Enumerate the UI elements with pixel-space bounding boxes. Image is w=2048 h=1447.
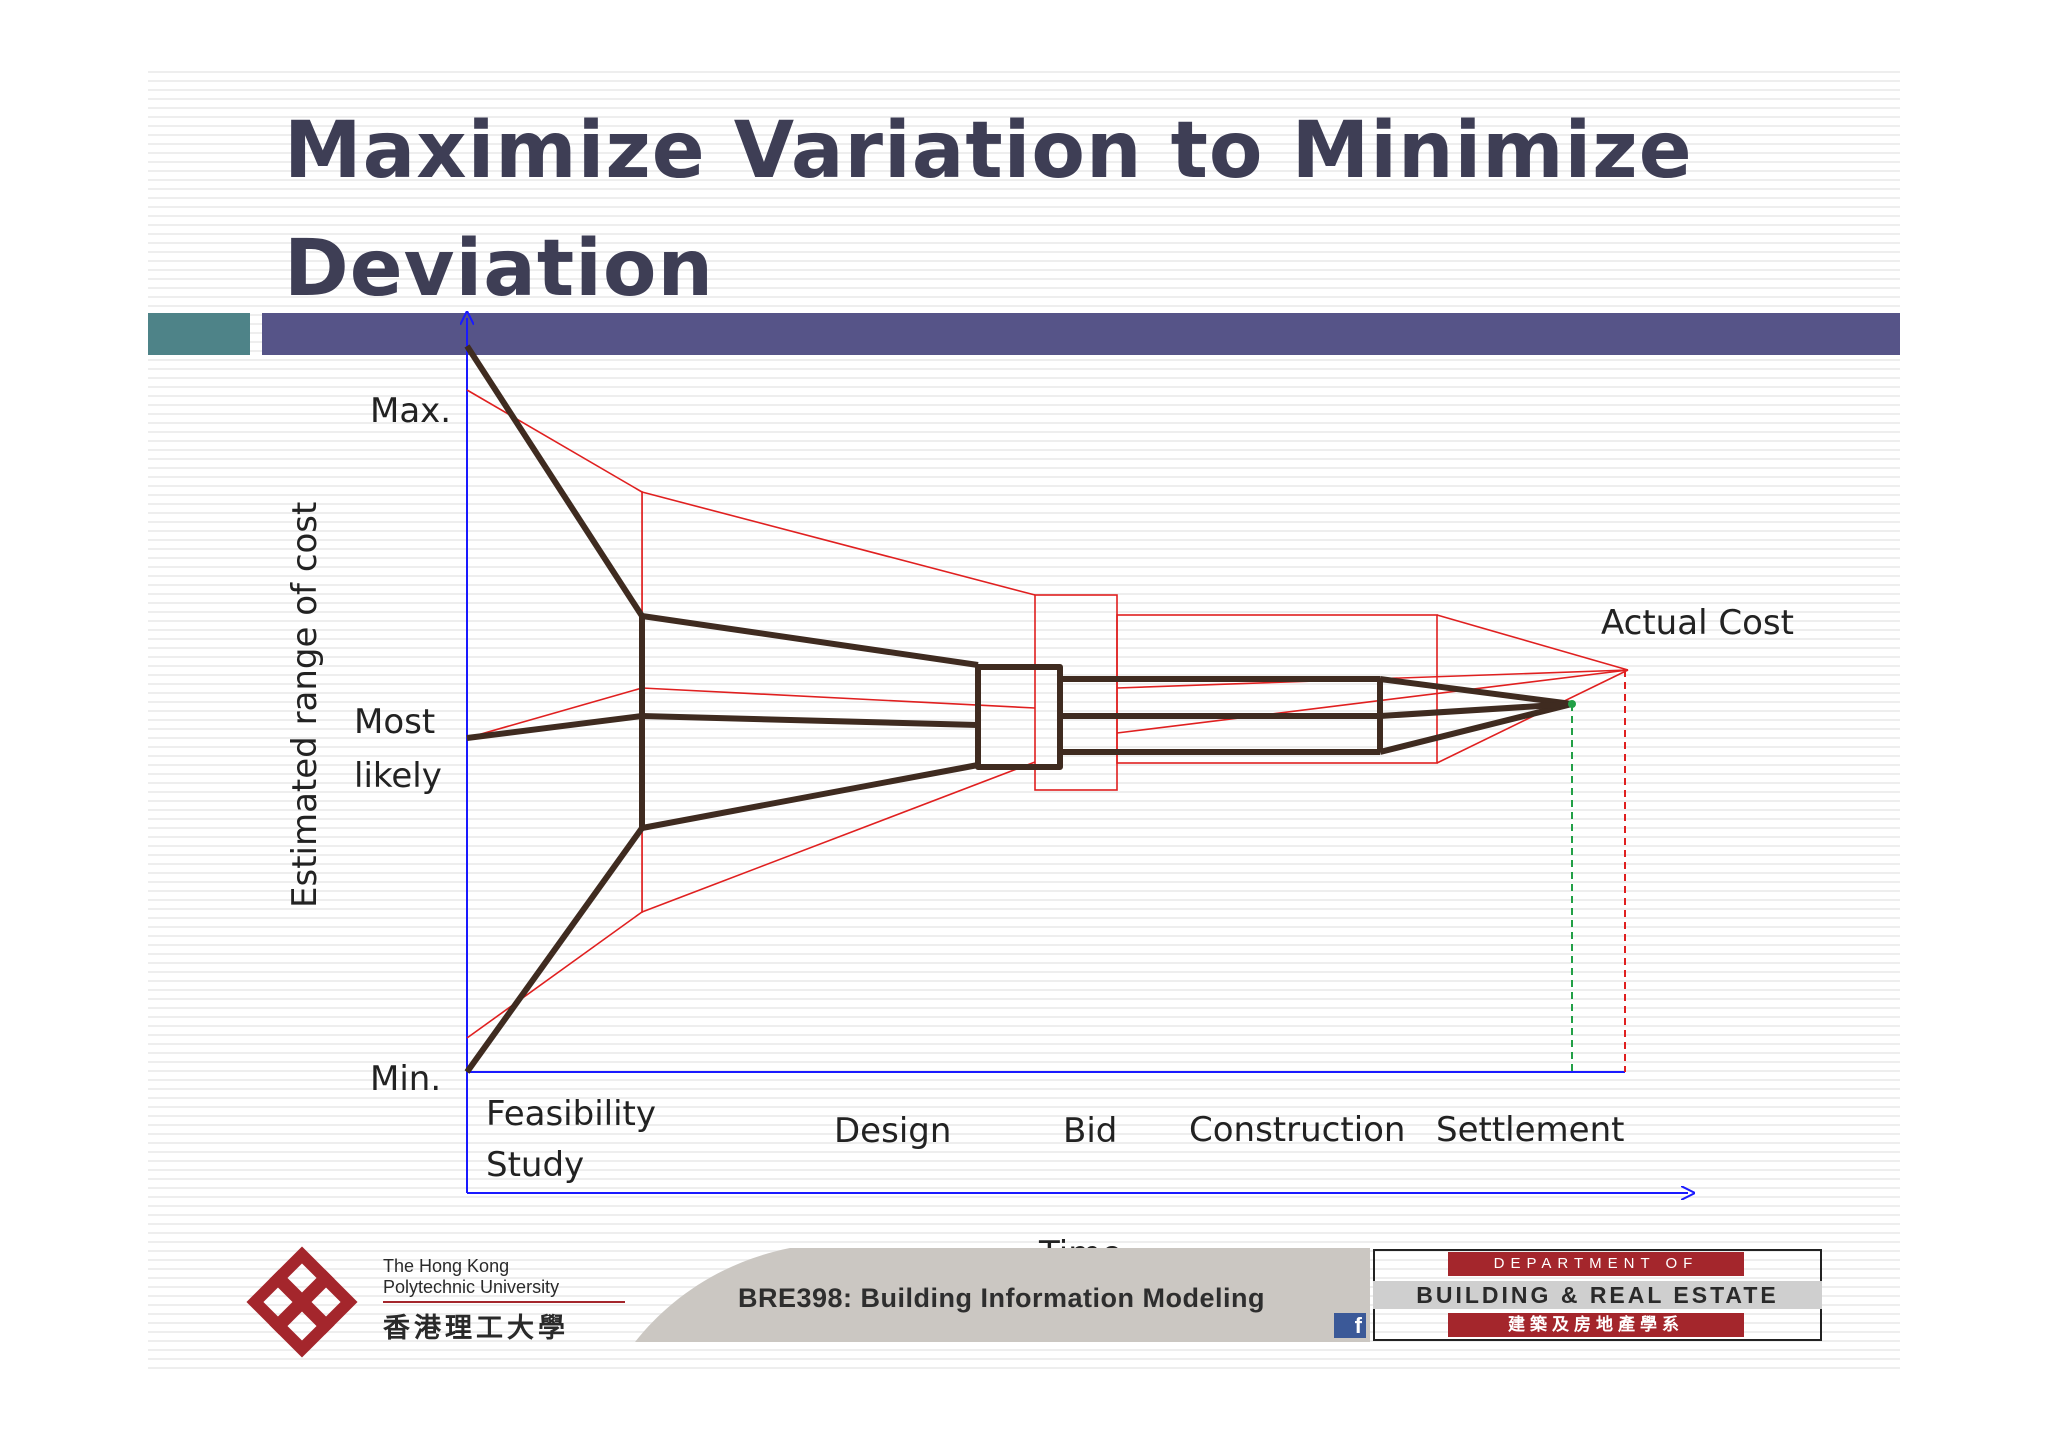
- phase-label-construction: Construction: [1189, 1110, 1405, 1150]
- phase-label-feasibility-line1: Feasibility: [486, 1094, 656, 1134]
- polyu-name-line2: Polytechnic University: [383, 1277, 560, 1297]
- y-label-max: Max.: [370, 391, 451, 431]
- polyu-name-line1: The Hong Kong: [383, 1256, 510, 1276]
- y-label-most-likely-line1: Most: [354, 702, 435, 742]
- department-logo-name: BUILDING & REAL ESTATE: [1373, 1281, 1822, 1309]
- department-logo-top: DEPARTMENT OF: [1448, 1252, 1744, 1276]
- title-accent-bar: [148, 313, 250, 355]
- title-underline-bar: [262, 313, 1900, 355]
- department-logo: DEPARTMENT OF BUILDING & REAL ESTATE 建築及…: [1373, 1249, 1822, 1341]
- department-logo-chinese: 建築及房地產學系: [1448, 1313, 1744, 1337]
- polyu-name-english: The Hong Kong Polytechnic University: [383, 1256, 623, 1298]
- polyu-logo-icon: [246, 1246, 358, 1358]
- y-axis-title: Estimated range of cost: [285, 502, 325, 908]
- y-label-min: Min.: [370, 1059, 441, 1099]
- cost-estimate-funnel: [464, 344, 1573, 1074]
- phase-label-settlement: Settlement: [1436, 1110, 1624, 1150]
- slide-background: [148, 64, 1900, 1374]
- course-title: BRE398: Building Information Modeling: [738, 1283, 1265, 1313]
- title-line-1: Maximize Variation to Minimize: [284, 106, 1693, 196]
- polyu-name-chinese: 香港理工大學: [383, 1313, 569, 1343]
- phase-label-feasibility-line2: Study: [486, 1145, 584, 1185]
- phase-label-bid: Bid: [1063, 1111, 1117, 1151]
- phase-label-design: Design: [834, 1111, 951, 1151]
- actual-cost-label: Actual Cost: [1601, 603, 1794, 643]
- actual-cost-point: [1568, 700, 1576, 708]
- facebook-icon[interactable]: f: [1334, 1313, 1366, 1338]
- title-line-2: Deviation: [284, 224, 715, 314]
- slide-title: Maximize Variation to Minimize Deviation: [284, 92, 1784, 328]
- y-label-most-likely-line2: likely: [354, 756, 442, 796]
